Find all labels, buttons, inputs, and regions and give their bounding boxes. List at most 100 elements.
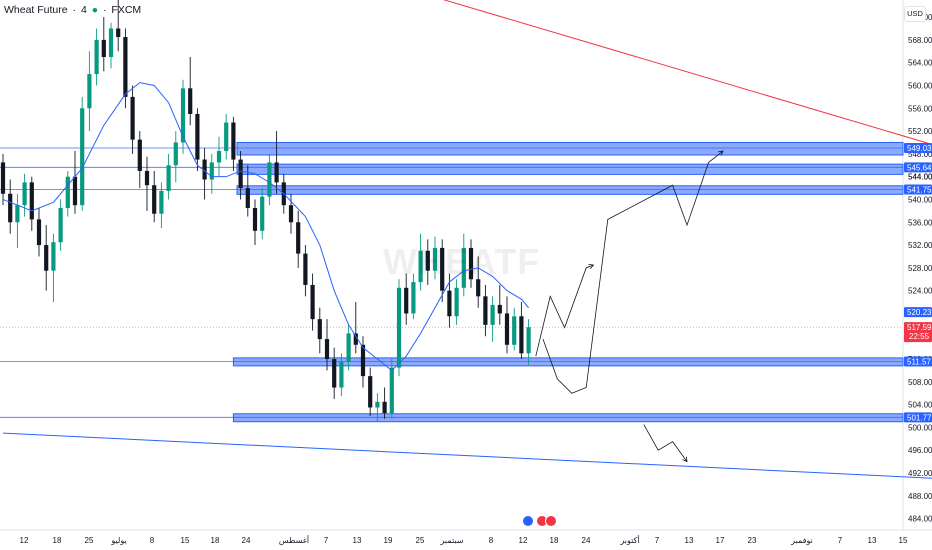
sr-zone-border	[232, 357, 904, 367]
y-tick-label: 552.00	[908, 127, 932, 136]
candle-body	[159, 190, 164, 214]
candle-body	[468, 247, 474, 280]
symbol-header: Wheat Future · 4 ● · FXCM	[4, 4, 142, 16]
y-tick-label: 540.00	[908, 195, 932, 204]
y-tick-label: 488.00	[908, 492, 932, 501]
x-tick-label: 13	[353, 536, 362, 545]
sr-zone-border	[236, 185, 904, 195]
candle-body	[310, 284, 315, 320]
candle-body	[180, 88, 186, 143]
candle-body	[231, 122, 236, 160]
exchange-label: FXCM	[111, 4, 142, 16]
y-tick-label: 560.00	[908, 81, 932, 90]
current-price-text: 517.59	[907, 323, 932, 332]
y-tick-label: 508.00	[908, 378, 932, 387]
zone-price-badge-text: 541.75	[907, 185, 932, 194]
candle-body	[418, 250, 423, 283]
sr-zone-border	[236, 141, 904, 156]
zone-price-badge	[904, 412, 932, 423]
y-tick-label: 504.00	[908, 401, 932, 410]
candle-body	[130, 96, 135, 140]
candle-body	[80, 108, 85, 206]
candle-body	[224, 122, 229, 152]
candle-body	[317, 319, 322, 340]
zone-price-badge-text: 545.64	[907, 163, 932, 172]
candle-body	[375, 401, 380, 408]
candle-body	[260, 196, 265, 231]
candle-body	[404, 287, 409, 314]
candle-body	[216, 151, 222, 163]
candle-body	[353, 333, 358, 345]
x-tick-label: أكتوبر	[619, 535, 639, 545]
x-tick-label: 25	[416, 536, 425, 545]
sr-zone	[237, 185, 903, 195]
projection-path-a	[535, 264, 594, 357]
candle-body	[483, 296, 488, 325]
candle-body	[476, 279, 481, 297]
event-flag-icon	[522, 515, 534, 527]
level-price-badge-text: 520.23	[907, 308, 932, 317]
candle-body	[447, 290, 452, 317]
status-dot-icon: ●	[91, 4, 99, 16]
y-tick-label: 556.00	[908, 104, 932, 113]
candle-body	[22, 182, 27, 206]
zone-price-badge	[904, 356, 932, 367]
candle-body	[44, 245, 49, 271]
x-tick-label: 19	[384, 536, 393, 545]
candle-body	[432, 247, 438, 271]
candle-body	[108, 28, 114, 57]
candle-body	[497, 304, 502, 314]
candle-body	[36, 219, 42, 246]
candle-body	[58, 208, 63, 243]
candle-body	[360, 344, 366, 377]
projection-path-b	[542, 150, 724, 394]
sr-zone-border	[232, 413, 904, 423]
y-tick-label: 532.00	[908, 241, 932, 250]
sr-zone	[237, 142, 903, 156]
candle-body	[238, 159, 243, 189]
currency-button[interactable]: USD	[904, 6, 926, 22]
zone-price-badge-text: 549.03	[907, 144, 932, 153]
candle-body	[324, 339, 330, 360]
zone-price-badge-text: 501.77	[907, 413, 932, 422]
x-tick-label: 18	[53, 536, 62, 545]
sr-zone-border	[236, 163, 904, 175]
candle-body	[368, 376, 373, 408]
candle-body	[202, 159, 207, 180]
candle-body	[382, 401, 387, 414]
x-tick-label: 25	[85, 536, 94, 545]
candle-body	[504, 313, 510, 345]
moving-average-line	[2, 82, 529, 372]
candle-body	[519, 316, 524, 354]
x-tick-label: 18	[211, 536, 220, 545]
y-tick-label: 496.00	[908, 446, 932, 455]
event-flag-icon	[545, 515, 557, 527]
candle-body	[303, 253, 308, 285]
candle-body	[245, 188, 250, 209]
zone-price-badge	[904, 162, 932, 173]
sr-zone	[237, 164, 903, 175]
candle-body	[396, 287, 402, 368]
x-tick-label: 13	[685, 536, 694, 545]
x-tick-label: 15	[181, 536, 190, 545]
candle-body	[389, 367, 394, 414]
candle-body	[296, 222, 301, 254]
candle-body	[425, 250, 430, 271]
candle-body	[526, 327, 531, 354]
candle-body	[29, 182, 34, 220]
y-tick-label: 528.00	[908, 264, 932, 273]
countdown-text: 22:55	[909, 332, 930, 341]
x-tick-label: 18	[550, 536, 559, 545]
y-tick-label: 568.00	[908, 36, 932, 45]
candle-body	[166, 165, 171, 191]
x-tick-label: أغسطس	[279, 535, 309, 545]
x-tick-label: 7	[838, 536, 843, 545]
candle-body	[123, 37, 128, 97]
x-tick-label: 24	[242, 536, 251, 545]
projection-path-b-arrowhead	[718, 150, 724, 156]
candle-body	[267, 162, 272, 197]
candle-body	[15, 205, 20, 223]
candle-body	[137, 139, 142, 171]
candle-body	[512, 316, 517, 345]
